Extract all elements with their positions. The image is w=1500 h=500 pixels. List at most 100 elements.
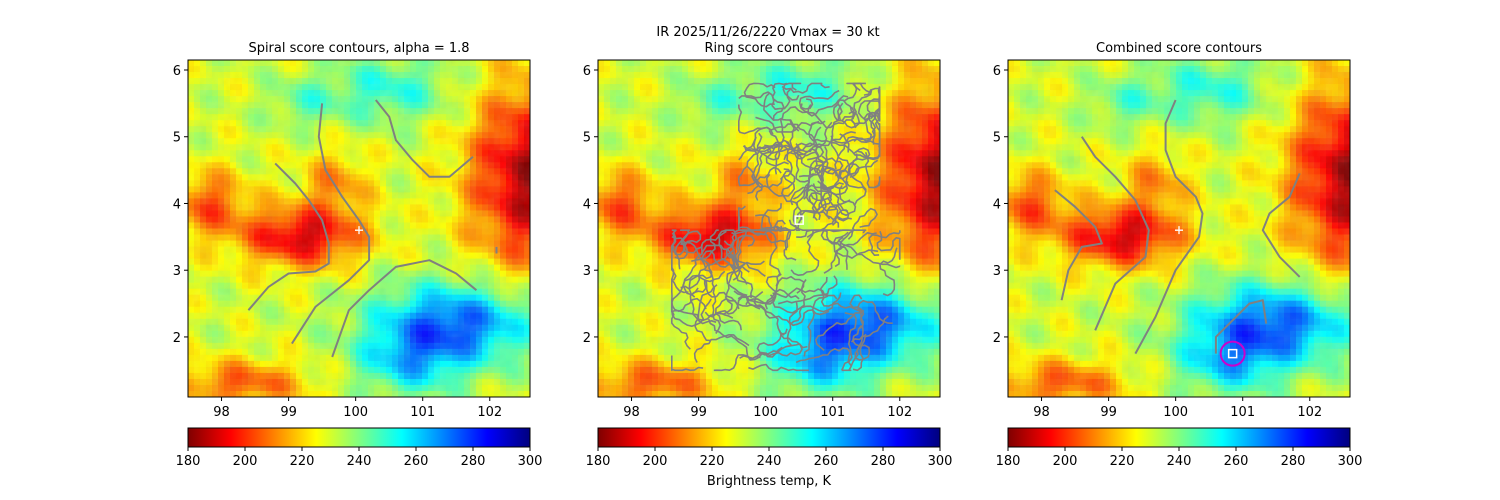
ring-contour-line (798, 89, 840, 110)
colorbar-tick-label: 260 (404, 454, 429, 469)
contour-line (1214, 299, 1268, 354)
ring-contour-line (671, 229, 686, 256)
colorbar-label: Brightness temp, K (707, 474, 832, 489)
ring-contour-line (792, 146, 828, 200)
x-tick-label: 101 (1230, 405, 1255, 420)
ring-contour-line (772, 287, 838, 300)
ring-contour-line (867, 89, 881, 145)
ring-contour-line (876, 230, 901, 260)
colorbar-tick-label: 260 (814, 454, 839, 469)
ring-contour-line (719, 254, 737, 315)
x-tick-label: 99 (690, 405, 707, 420)
ring-contour-line (796, 182, 844, 220)
ring-contour-line (704, 269, 721, 334)
ring-contour-line (739, 343, 808, 360)
ring-contour-line (743, 144, 763, 201)
box-marker (794, 215, 804, 225)
ring-contour-line (753, 151, 783, 189)
ring-contour-line (830, 114, 878, 144)
ring-contour-line (812, 160, 832, 219)
circle-marker (1219, 340, 1246, 367)
ring-contour-line (671, 244, 703, 308)
colorbar-tick-label: 240 (347, 454, 372, 469)
ring-contour-line (852, 207, 878, 231)
colorbar-2: 180 200 220 240 260 280 300 (586, 427, 953, 469)
ring-contour-line (852, 324, 871, 361)
panel-1: Spiral score contours, alpha = 1.8 98 99 10… (173, 41, 531, 420)
ring-contour-line (815, 309, 865, 352)
ring-contour-line (688, 258, 713, 298)
ring-contour-line (777, 275, 838, 305)
colorbar-tick-label: 180 (586, 454, 611, 469)
ring-contour-line (795, 143, 822, 183)
ring-contour-line (868, 229, 901, 256)
ring-contour-line (715, 298, 742, 331)
ring-contour-line (834, 229, 867, 268)
x-tick-label: 101 (410, 405, 435, 420)
colorbar-tick-label: 260 (1224, 454, 1249, 469)
colorbar-gradient (597, 427, 941, 448)
y-tick-label: 2 (173, 331, 181, 346)
ring-contour-line (689, 279, 717, 325)
ring-contour-line (763, 92, 808, 121)
ring-contour-line (671, 355, 704, 372)
panel-title: Ring score contours (704, 41, 833, 56)
colorbar-tick-label: 300 (928, 454, 953, 469)
contour-group (671, 82, 901, 372)
panel-title: Combined score contours (1096, 41, 1262, 56)
ring-contour-line (755, 229, 792, 251)
colorbar-tick-label: 280 (1281, 454, 1306, 469)
y-tick-label: 3 (993, 264, 1001, 279)
contour-line (1261, 173, 1301, 278)
ring-contour-line (753, 136, 806, 160)
ring-contour-line (738, 165, 782, 187)
axes-frame (597, 59, 941, 398)
panel-3: Combined score contours 98 99 100 101 102 2 3 4 5… (993, 41, 1351, 420)
x-tick-label: 100 (753, 405, 778, 420)
ring-contour-line (736, 229, 758, 270)
y-tick-label: 6 (993, 64, 1001, 79)
ring-contour-line (756, 328, 788, 358)
y-tick-label: 2 (993, 331, 1001, 346)
contour-line (247, 162, 330, 311)
box-marker (1227, 348, 1238, 359)
colorbar-tick-label: 300 (518, 454, 543, 469)
ring-contour-line (782, 82, 802, 101)
contour-line (1134, 99, 1204, 355)
colorbar-1: 180 200 220 240 260 280 300 (176, 427, 543, 469)
contour-group (1054, 99, 1301, 355)
panel-title: Spiral score contours, alpha = 1.8 (248, 41, 469, 56)
x-tick-label: 102 (887, 405, 912, 420)
ring-contour-line (825, 205, 850, 226)
ring-contour-line (755, 203, 782, 231)
ring-contour-line (681, 229, 719, 260)
ring-contour-line (781, 82, 830, 94)
ring-contour-line (765, 119, 789, 167)
ring-contour-line (775, 144, 825, 161)
contour-line (291, 103, 371, 345)
ring-contour-line (728, 229, 786, 249)
ring-contour-line (852, 315, 889, 372)
ring-contour-line (738, 211, 758, 231)
x-tick-label: 102 (477, 405, 502, 420)
ring-contour-line (841, 333, 867, 372)
colorbar-3: 180 200 220 240 260 280 300 (996, 427, 1362, 469)
ring-contour-line (838, 240, 901, 269)
ring-contour-line (819, 276, 863, 314)
ring-contour-line (789, 181, 849, 206)
ring-contour-line (834, 138, 881, 170)
ring-contour-line (742, 123, 800, 150)
colorbar-gradient (1007, 427, 1351, 448)
ring-contour-line (849, 294, 865, 343)
ring-contour-line (788, 301, 830, 327)
colorbar-tick-label: 240 (1167, 454, 1192, 469)
ring-contour-line (756, 130, 781, 161)
ring-contour-line (879, 247, 898, 297)
ring-contour-line (738, 91, 785, 121)
ring-contour-line (783, 121, 833, 161)
contour-line (1080, 136, 1150, 331)
ring-contour-line (680, 248, 736, 290)
ring-contour-line (820, 229, 849, 270)
x-tick-label: 100 (1163, 405, 1188, 420)
y-tick-label: 5 (173, 131, 181, 146)
